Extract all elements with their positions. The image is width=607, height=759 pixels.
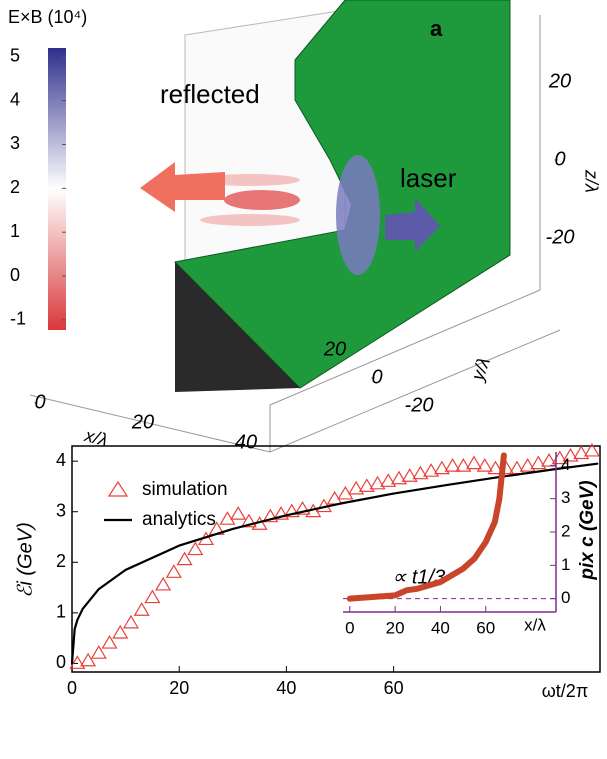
series-line xyxy=(346,452,507,602)
marker xyxy=(369,475,386,490)
y-tick-label: 20 xyxy=(323,338,346,360)
marker xyxy=(562,447,579,462)
x-tick-label: 40 xyxy=(276,678,296,698)
marker xyxy=(176,551,193,566)
series-line xyxy=(70,462,599,665)
marker xyxy=(401,468,418,482)
x-tick-label: 0 xyxy=(34,391,45,413)
marker xyxy=(187,541,204,556)
marker xyxy=(455,458,472,472)
marker xyxy=(530,455,547,470)
marker xyxy=(380,473,397,487)
x-tick-label: 20 xyxy=(169,678,189,698)
marker xyxy=(337,485,354,500)
y-tick-label: 2 xyxy=(561,521,570,540)
y-tick-label: 2 xyxy=(56,551,66,571)
marker xyxy=(423,463,440,477)
marker xyxy=(262,508,279,523)
marker xyxy=(80,652,97,667)
x-axis-label: x/λ xyxy=(524,615,546,634)
x-tick-label: 20 xyxy=(386,618,405,637)
y-axis-label: ℰi (GeV) xyxy=(14,522,36,597)
colorbar-tick-label: 2 xyxy=(10,177,20,197)
colorbar-tick-label: 3 xyxy=(10,133,20,153)
x-tick-label: 40 xyxy=(235,431,257,453)
marker xyxy=(283,503,300,518)
marker xyxy=(122,614,140,629)
marker xyxy=(144,589,161,604)
colorbar-tick-label: 5 xyxy=(10,46,20,66)
reflected-arrow xyxy=(140,162,225,212)
marker xyxy=(90,645,107,659)
marker xyxy=(69,655,86,669)
annotation: laser xyxy=(400,163,457,193)
y-tick-label: 3 xyxy=(56,500,66,520)
marker xyxy=(358,478,375,492)
y-tick-label: 3 xyxy=(561,488,570,507)
colorbar-tick-label: 1 xyxy=(10,221,20,241)
laser-pulse xyxy=(336,155,380,275)
marker xyxy=(390,470,408,485)
plot-frame xyxy=(71,445,601,673)
legend-label: simulation xyxy=(142,479,228,500)
x-tick-label: 40 xyxy=(431,618,450,637)
marker xyxy=(487,460,504,475)
marker xyxy=(541,452,558,467)
y-tick-label: 0 xyxy=(561,588,570,607)
marker xyxy=(133,602,150,616)
colorbar-tick-label: 0 xyxy=(10,265,20,285)
x-tick-label: 60 xyxy=(476,618,495,637)
x-tick-label: 0 xyxy=(67,678,77,698)
x-axis-label: ωt/2π xyxy=(542,681,589,701)
marker xyxy=(219,511,236,525)
marker xyxy=(112,624,129,639)
y-tick-label: 1 xyxy=(56,602,66,622)
z-tick-label: 0 xyxy=(554,148,565,170)
marker xyxy=(573,445,590,460)
laser-arrow xyxy=(385,198,440,252)
marker xyxy=(165,564,182,578)
marker xyxy=(294,501,311,515)
marker xyxy=(412,465,429,480)
marker xyxy=(519,458,536,472)
colorbar-label: E×B (10⁴) xyxy=(8,7,87,27)
marker xyxy=(444,458,461,472)
z-axis-label: z/λ xyxy=(581,169,601,193)
y-tick-label: -20 xyxy=(405,394,434,416)
panel-label: a xyxy=(430,16,443,41)
marker xyxy=(465,455,483,470)
y-tick-label: 0 xyxy=(56,652,66,672)
reflected-wave xyxy=(224,190,300,210)
marker xyxy=(240,513,257,528)
marker xyxy=(273,506,290,520)
marker xyxy=(476,458,493,472)
z-tick-label: -20 xyxy=(546,226,575,248)
colorbar-tick-label: 4 xyxy=(10,89,20,109)
sheet-edge xyxy=(175,262,300,392)
marker xyxy=(583,442,601,457)
legend-marker xyxy=(107,480,129,497)
marker xyxy=(155,576,172,591)
x-tick-label: 20 xyxy=(131,411,154,433)
x-tick-label: 0 xyxy=(345,618,354,637)
y-tick-label: 1 xyxy=(561,555,570,574)
y-tick-label: 0 xyxy=(371,366,382,388)
y-axis-label: pix c (GeV) xyxy=(577,480,598,580)
marker xyxy=(433,460,450,475)
colorbar-tick-label: -1 xyxy=(10,309,26,329)
back-box xyxy=(269,15,541,452)
reflected-wave xyxy=(200,214,300,226)
marker xyxy=(348,480,365,495)
y-tick-label: 4 xyxy=(561,455,570,474)
z-tick-label: 20 xyxy=(548,70,571,92)
x-tick-label: 60 xyxy=(384,678,404,698)
colorbar xyxy=(48,48,66,330)
marker xyxy=(230,506,247,520)
legend-label: analytics xyxy=(142,509,216,530)
annotation: reflected xyxy=(160,79,260,109)
y-tick-label: 4 xyxy=(56,450,66,470)
marker xyxy=(101,634,118,649)
scene-3d xyxy=(29,0,561,453)
